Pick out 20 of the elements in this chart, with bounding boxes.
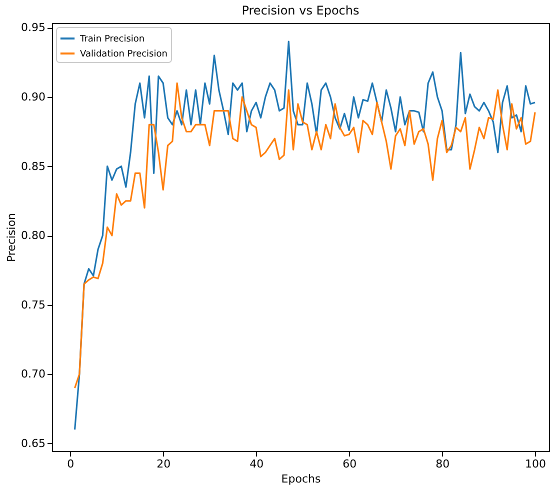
- x-tick-label: 80: [436, 458, 450, 470]
- y-tick-label: 0.90: [21, 90, 46, 104]
- y-tick-label: 0.65: [21, 436, 46, 450]
- x-tick-label: 60: [342, 458, 357, 470]
- x-tick-label: 20: [156, 458, 171, 470]
- y-tick-label: 0.80: [21, 229, 46, 242]
- y-tick-label: 0.70: [21, 368, 46, 381]
- x-tick-label: 100: [525, 458, 546, 470]
- x-axis-title: Epochs: [281, 472, 321, 486]
- y-tick-label: 0.85: [21, 160, 46, 173]
- y-axis-title: Precision: [5, 212, 18, 262]
- y-tick-label: 0.75: [21, 298, 46, 312]
- x-tick-label: 0: [67, 458, 74, 470]
- y-tick-label: 0.95: [21, 21, 46, 34]
- legend-label: Train Precision: [79, 34, 145, 44]
- chart-title: Precision vs Epochs: [242, 4, 360, 18]
- line-series: [74, 82, 536, 389]
- x-tick-label: 40: [250, 458, 264, 470]
- legend-label: Validation Precision: [80, 50, 168, 60]
- line-series: [74, 40, 536, 430]
